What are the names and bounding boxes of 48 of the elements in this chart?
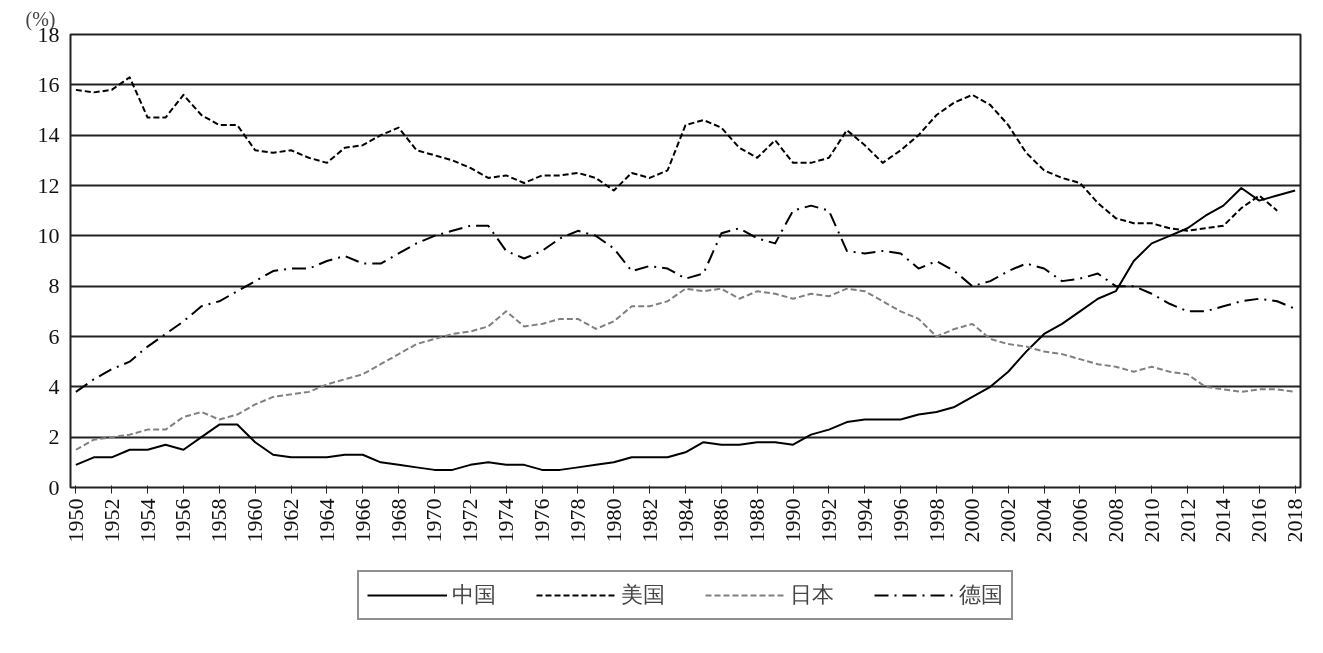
x-tick-label: 1974 [493, 498, 519, 543]
x-tick-label: 2004 [1031, 498, 1057, 543]
y-tick-label: 4 [48, 373, 60, 399]
x-tick-label: 1968 [385, 498, 411, 543]
legend-label: 美国 [621, 581, 665, 609]
x-tick-label: 1966 [349, 498, 375, 543]
x-tick-label: 1972 [457, 498, 483, 543]
x-tick-label: 1992 [815, 498, 841, 543]
x-tick-label: 1980 [600, 498, 626, 543]
x-tick-label: 2014 [1210, 498, 1236, 543]
x-tick-label: 1956 [170, 498, 196, 543]
x-tick-label: 2010 [1138, 498, 1164, 543]
x-tick-label: 1978 [564, 498, 590, 543]
x-tick-label: 1996 [887, 498, 913, 543]
x-tick-label: 1982 [636, 498, 662, 543]
x-tick-label: 1960 [242, 498, 268, 543]
y-tick-label: 0 [48, 474, 60, 500]
x-tick-label: 1994 [851, 498, 877, 543]
legend-label: 德国 [959, 581, 1003, 609]
x-tick-label: 2000 [959, 498, 985, 543]
x-tick-label: 1984 [672, 498, 698, 543]
x-tick-label: 2006 [1066, 498, 1092, 543]
y-tick-label: 14 [37, 122, 60, 148]
x-tick-label: 1970 [421, 498, 447, 543]
x-tick-label: 1958 [206, 498, 232, 543]
x-tick-label: 1976 [529, 498, 555, 543]
y-tick-label: 16 [37, 71, 60, 97]
y-tick-label: 2 [48, 424, 60, 450]
x-tick-label: 2018 [1282, 498, 1308, 543]
x-tick-label: 2008 [1102, 498, 1128, 543]
legend-label: 日本 [790, 581, 834, 609]
x-tick-label: 1962 [278, 498, 304, 543]
x-tick-label: 2012 [1174, 498, 1200, 543]
x-tick-label: 1952 [98, 498, 124, 543]
legend-label: 中国 [452, 581, 496, 609]
y-tick-label: 8 [48, 273, 60, 299]
y-tick-label: 12 [37, 172, 60, 198]
x-tick-label: 2002 [995, 498, 1021, 543]
x-tick-label: 1950 [62, 498, 88, 543]
y-tick-label: 6 [48, 323, 60, 349]
x-tick-label: 1986 [708, 498, 734, 543]
x-tick-label: 1988 [744, 498, 770, 543]
x-tick-label: 1998 [923, 498, 949, 543]
x-tick-label: 1954 [134, 498, 160, 543]
x-tick-label: 1990 [780, 498, 806, 543]
x-tick-label: 2016 [1246, 498, 1272, 543]
y-tick-label: 10 [37, 222, 60, 248]
x-tick-label: 1964 [313, 498, 339, 543]
